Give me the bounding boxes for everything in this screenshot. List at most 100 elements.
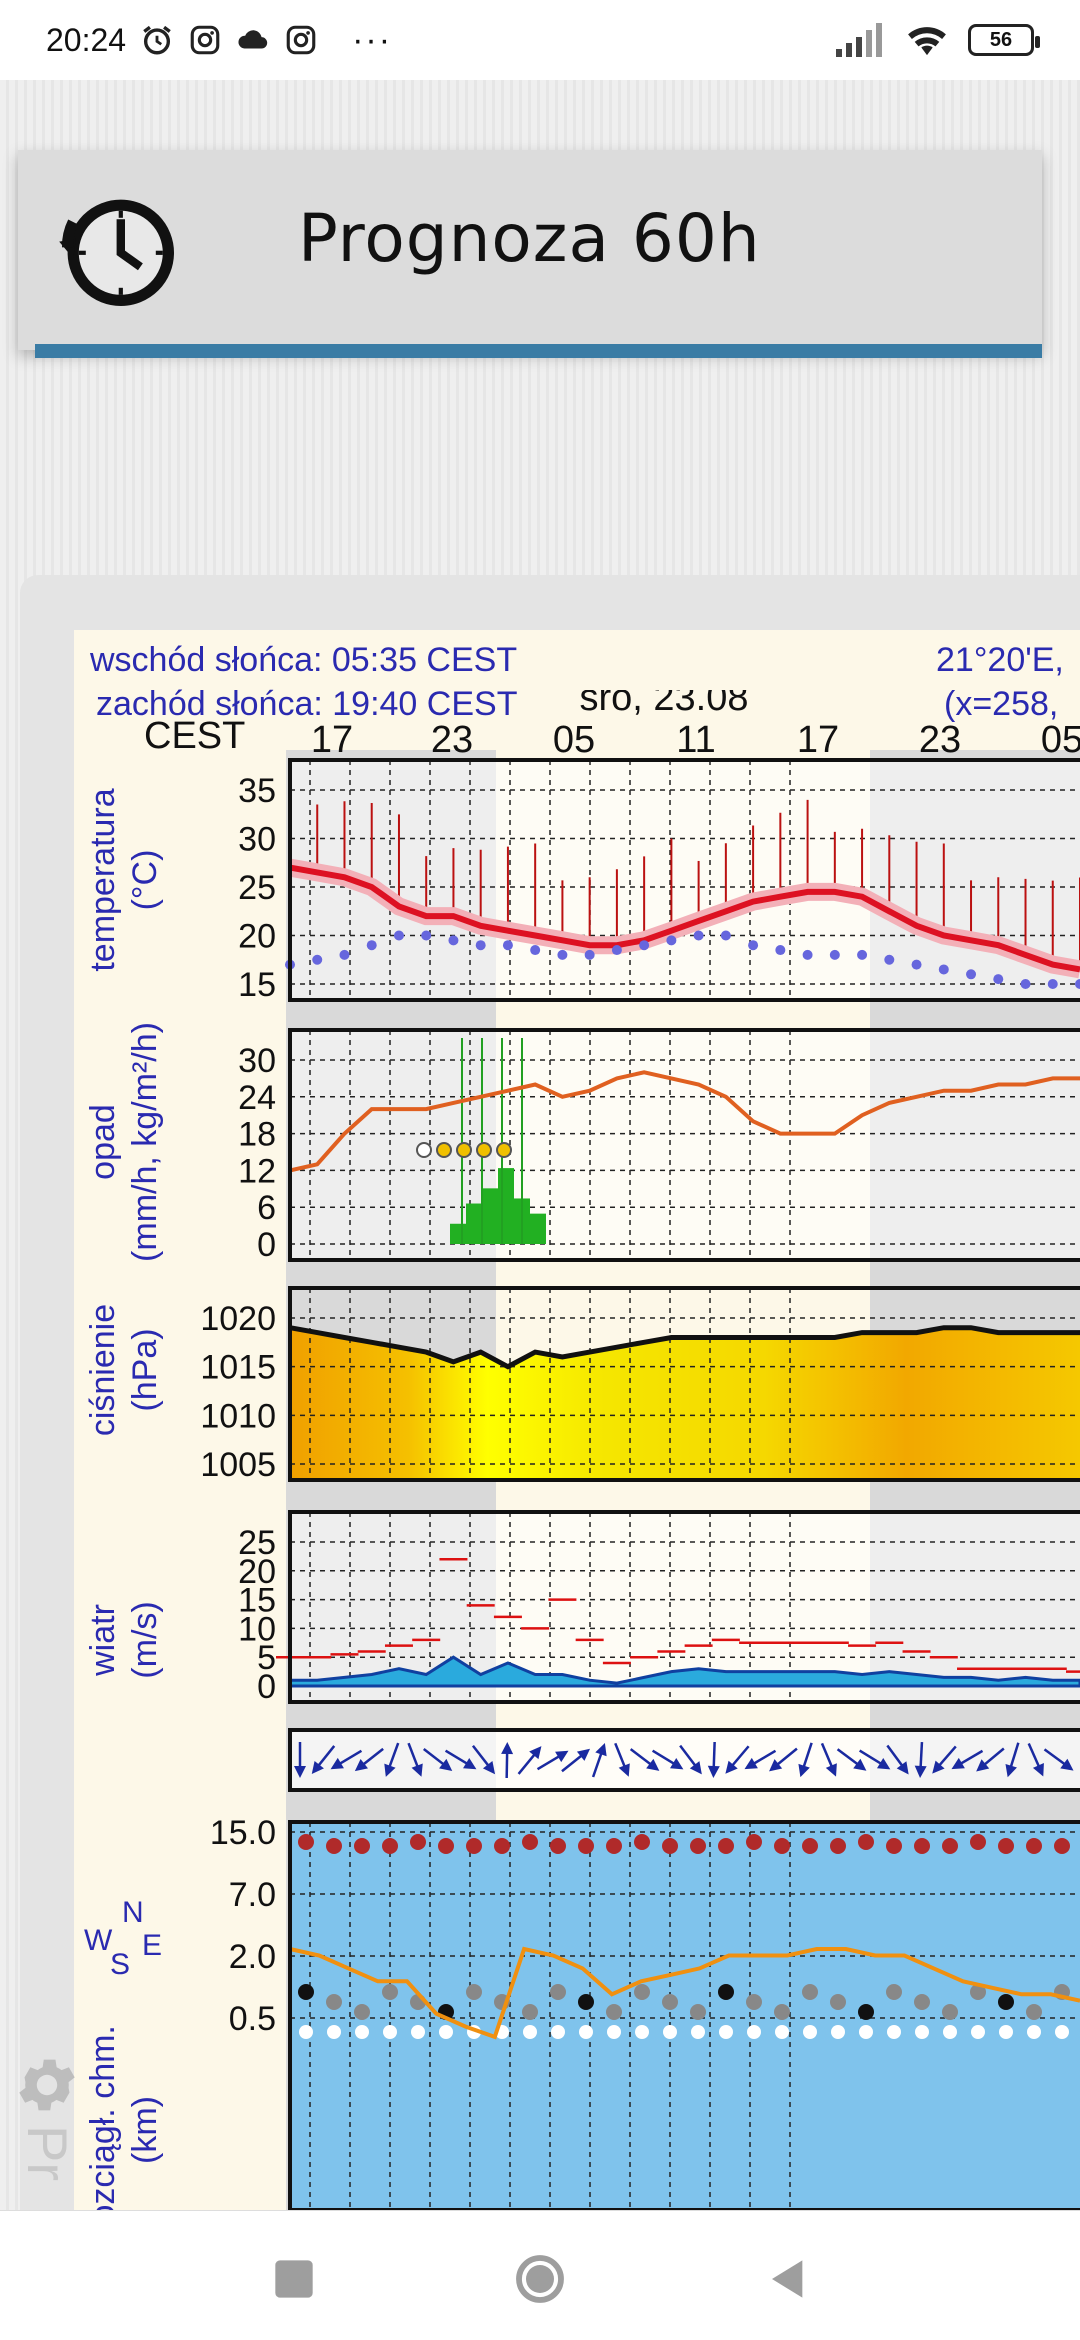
precip-bar bbox=[450, 1223, 466, 1244]
cloud-dot bbox=[354, 2004, 370, 2020]
dew-point bbox=[666, 935, 677, 946]
wind-arrow-head bbox=[463, 1757, 477, 1770]
wind-arrow-head bbox=[976, 1759, 990, 1772]
cloud-dot bbox=[914, 1994, 930, 2010]
visibility-tick-label: 0.5 bbox=[229, 2000, 276, 2038]
cloud-dot bbox=[886, 1984, 902, 2000]
cloud-dot bbox=[606, 1838, 622, 1854]
precip-axis-title-2: (mm/h, kg/m²/h) bbox=[126, 1022, 164, 1262]
pressure-line bbox=[289, 1325, 1080, 1370]
pro-label: Pr bbox=[16, 2125, 79, 2181]
status-bar: 20:24 ··· 56 bbox=[0, 0, 1080, 80]
cloud-dot bbox=[690, 2004, 706, 2020]
cloud-dot bbox=[775, 2025, 789, 2039]
dew-point bbox=[911, 959, 922, 970]
vis-axis-title-2: (km) bbox=[126, 2096, 164, 2164]
wind-arrow bbox=[820, 1742, 837, 1777]
precip-probability-dot bbox=[416, 1142, 432, 1158]
cloud-dot bbox=[634, 1984, 650, 2000]
wind-tick-label: 0 bbox=[257, 1668, 276, 1706]
cloud-dot bbox=[550, 1984, 566, 2000]
cloud-dot bbox=[1055, 2025, 1069, 2039]
cloud-dot bbox=[1026, 1838, 1042, 1854]
hour-tick-label: 17 bbox=[311, 719, 353, 761]
wind-arrow-head bbox=[825, 1763, 837, 1777]
wind-axis-title-2: (m/s) bbox=[126, 1601, 164, 1678]
precip-axis-title-1: opad bbox=[84, 1104, 122, 1180]
wind-arrow bbox=[858, 1749, 891, 1770]
hour-tick-label: 05 bbox=[1041, 719, 1080, 761]
cloud-dot bbox=[998, 1838, 1014, 1854]
meteogram[interactable]: wschód słońca: 05:35 CEST zachód słońca:… bbox=[74, 630, 1080, 2210]
cloud-dot bbox=[383, 2025, 397, 2039]
dir-n: N bbox=[122, 1896, 144, 1929]
wind-arrow bbox=[1043, 1748, 1074, 1771]
cloud-dot bbox=[635, 2025, 649, 2039]
visibility-tick-label: 7.0 bbox=[229, 1876, 276, 1914]
dew-point bbox=[584, 949, 595, 960]
wind-arrow-head bbox=[914, 1765, 927, 1778]
back-button[interactable] bbox=[758, 2251, 814, 2307]
cloud-dot bbox=[942, 1838, 958, 1854]
wind-arrow-head bbox=[744, 1757, 758, 1770]
home-button[interactable] bbox=[512, 2251, 568, 2307]
wind-arrow bbox=[1027, 1743, 1044, 1777]
precip-tick-label: 12 bbox=[238, 1152, 276, 1190]
wind-arrow bbox=[651, 1749, 684, 1770]
cloud-dot bbox=[746, 1834, 762, 1850]
wind-arrow bbox=[517, 1746, 542, 1775]
wind-arrow bbox=[407, 1742, 423, 1777]
dew-point bbox=[748, 940, 759, 951]
cloud-dot bbox=[326, 1838, 342, 1854]
precip-probability-dot bbox=[456, 1142, 472, 1158]
hour-tick-label: 23 bbox=[431, 719, 473, 761]
sunset-text: zachód słońca: 19:40 CEST bbox=[96, 685, 518, 723]
temp-tick-label: 20 bbox=[238, 918, 276, 956]
cloud-dot bbox=[971, 2025, 985, 2039]
direction-panel-bg bbox=[290, 1730, 1080, 1790]
wind-arrow-head bbox=[646, 1758, 660, 1771]
visibility-tick-label: 15.0 bbox=[210, 1814, 276, 1852]
temp-tick-label: 25 bbox=[238, 869, 276, 907]
dir-e: E bbox=[142, 1929, 162, 1962]
wind-arrow bbox=[384, 1742, 400, 1777]
cloud-dot bbox=[607, 2025, 621, 2039]
wind-mean-area bbox=[288, 1655, 1080, 1688]
cloud-dot bbox=[411, 2025, 425, 2039]
wind-arrow bbox=[798, 1742, 813, 1778]
wind-arrow-head bbox=[595, 1742, 607, 1757]
dew-point bbox=[884, 954, 895, 965]
recent-apps-button[interactable] bbox=[266, 2251, 322, 2307]
cloud-dot bbox=[466, 1984, 482, 2000]
dew-point bbox=[312, 954, 323, 965]
precip-frame bbox=[288, 1028, 1080, 1262]
cloud-dot bbox=[886, 1838, 902, 1854]
instagram-icon bbox=[190, 25, 220, 55]
wind-arrow-head bbox=[384, 1763, 396, 1777]
wind-arrow bbox=[561, 1748, 591, 1773]
hour-tick-label: 23 bbox=[919, 719, 961, 761]
wind-arrow-head bbox=[853, 1758, 867, 1771]
history-clock-icon[interactable] bbox=[48, 180, 188, 320]
precip-tick-label: 0 bbox=[257, 1226, 276, 1264]
visibility-panel-bg bbox=[290, 1822, 1080, 2210]
gear-icon[interactable] bbox=[12, 2050, 82, 2120]
cloud-dot bbox=[690, 1838, 706, 1854]
cloud-dot bbox=[578, 1994, 594, 2010]
cloud-dot bbox=[803, 2025, 817, 2039]
cloud-dot bbox=[774, 2004, 790, 2020]
pressure-area bbox=[290, 1327, 1080, 1480]
cloud-dot bbox=[382, 1838, 398, 1854]
cloud-dot bbox=[606, 2004, 622, 2020]
wind-arrow-head bbox=[689, 1761, 702, 1775]
wind-arrow bbox=[614, 1742, 630, 1777]
sunrise-text: wschód słońca: 05:35 CEST bbox=[90, 641, 518, 679]
cloud-dot bbox=[299, 2025, 313, 2039]
wind-arrow-head bbox=[876, 1758, 891, 1770]
wind-arrow-head bbox=[707, 1765, 720, 1778]
dew-point bbox=[339, 949, 350, 960]
alarm-icon bbox=[143, 25, 171, 55]
wind-arrow-head bbox=[1032, 1763, 1044, 1777]
visibility-line bbox=[289, 1946, 1080, 2040]
wind-arrow-head bbox=[798, 1763, 810, 1778]
